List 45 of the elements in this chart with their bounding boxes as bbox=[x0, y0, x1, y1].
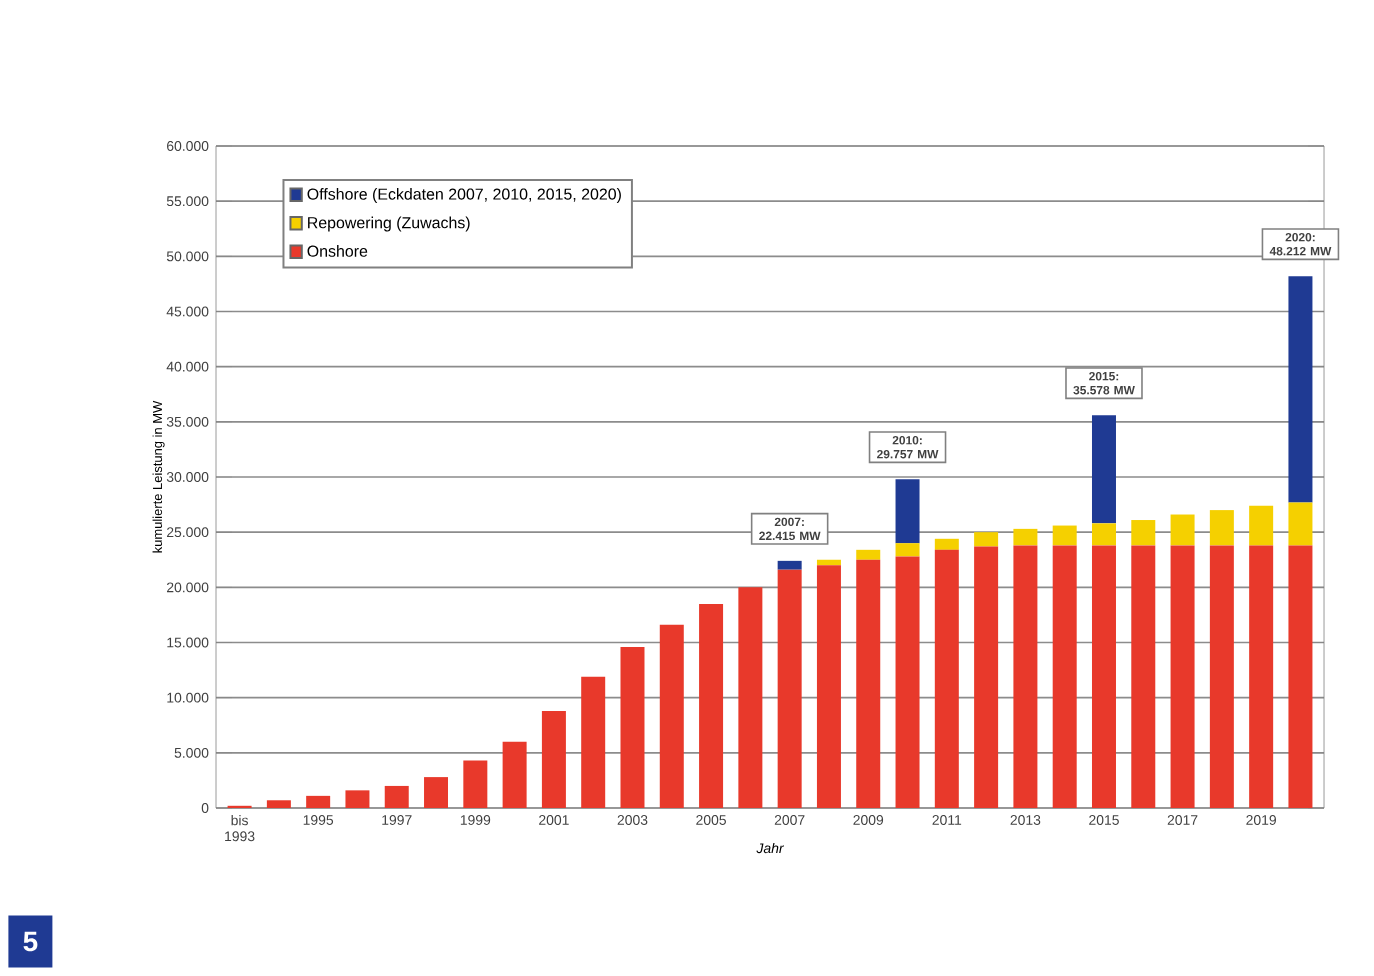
bar bbox=[974, 546, 999, 808]
bar bbox=[895, 479, 920, 544]
bar bbox=[620, 646, 645, 808]
bar bbox=[1091, 523, 1116, 546]
bar bbox=[1288, 276, 1313, 503]
bar bbox=[1091, 415, 1116, 524]
bar bbox=[974, 532, 999, 547]
bar bbox=[659, 624, 684, 808]
bar bbox=[934, 538, 959, 550]
bar bbox=[777, 560, 802, 570]
bar bbox=[816, 559, 841, 566]
bar bbox=[738, 587, 763, 808]
bar bbox=[895, 556, 920, 808]
bar bbox=[1209, 510, 1234, 546]
bar bbox=[1013, 528, 1038, 546]
bar bbox=[463, 760, 488, 808]
bar bbox=[306, 795, 331, 808]
bar bbox=[1052, 525, 1077, 546]
bar bbox=[856, 559, 881, 808]
bar bbox=[345, 790, 370, 808]
bar bbox=[1170, 514, 1195, 546]
bar bbox=[1288, 545, 1313, 808]
bar bbox=[541, 710, 566, 808]
bar bbox=[384, 785, 409, 808]
bar bbox=[1209, 545, 1234, 808]
bar bbox=[895, 543, 920, 557]
bar bbox=[934, 549, 959, 808]
bar bbox=[1131, 545, 1156, 808]
bar bbox=[266, 800, 291, 808]
bar bbox=[1288, 502, 1313, 546]
bar bbox=[1091, 545, 1116, 808]
bar bbox=[1170, 545, 1195, 808]
bar bbox=[1052, 545, 1077, 808]
bar bbox=[1249, 505, 1274, 546]
bar bbox=[699, 603, 724, 808]
bar bbox=[502, 741, 527, 808]
bar bbox=[777, 569, 802, 808]
bar bbox=[424, 777, 449, 808]
bar bbox=[1249, 545, 1274, 808]
text: 5 bbox=[23, 931, 38, 952]
bar bbox=[1131, 520, 1156, 546]
bar bbox=[816, 565, 841, 808]
bar bbox=[581, 676, 606, 808]
bar bbox=[856, 549, 881, 560]
bar bbox=[1013, 545, 1038, 808]
